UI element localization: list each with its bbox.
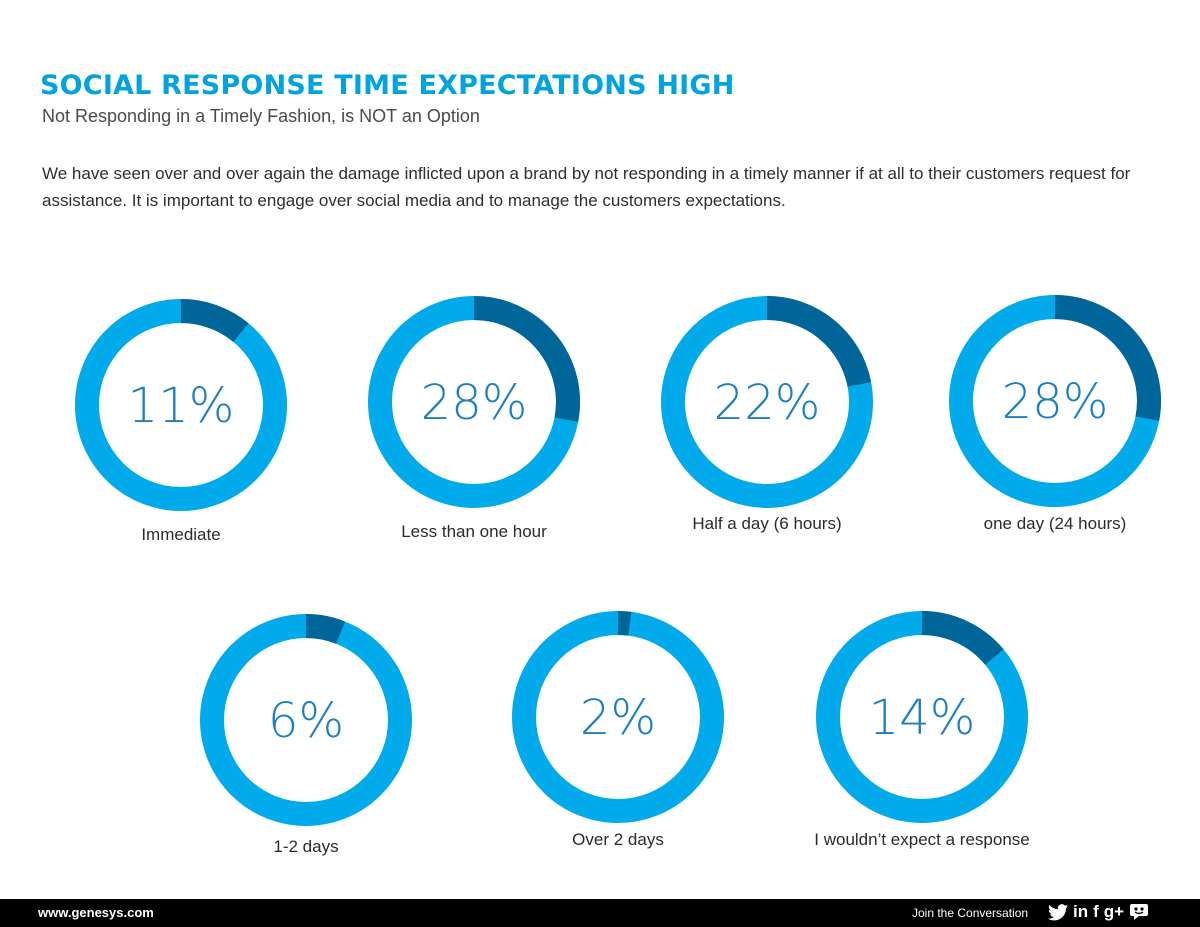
twitter-icon[interactable] bbox=[1048, 903, 1068, 921]
category-label-i-wouldn-t-expect-a-response: I wouldn’t expect a response bbox=[814, 830, 1029, 849]
linkedin-icon[interactable]: in bbox=[1073, 902, 1089, 921]
category-label-1-2-days: 1-2 days bbox=[273, 837, 338, 856]
blog-icon[interactable] bbox=[1129, 903, 1149, 921]
category-label-less-than-one-hour: Less than one hour bbox=[401, 522, 547, 541]
join-conversation-label: Join the Conversation bbox=[912, 906, 1029, 920]
value-label-i-wouldn-t-expect-a-response: 14% bbox=[869, 690, 976, 746]
donut-slice-half-a-day-6-hours bbox=[766, 296, 872, 387]
google-plus-icon[interactable]: g+ bbox=[1103, 902, 1125, 921]
donut-slice-one-day-24-hours bbox=[1054, 295, 1161, 421]
donut-slice-immediate bbox=[180, 299, 249, 343]
facebook-icon[interactable]: f bbox=[1093, 902, 1099, 921]
category-label-half-a-day-6-hours: Half a day (6 hours) bbox=[692, 514, 841, 533]
category-label-over-2-days: Over 2 days bbox=[572, 830, 664, 849]
donut-slice-1-2-days bbox=[305, 614, 346, 644]
category-label-immediate: Immediate bbox=[141, 525, 220, 544]
value-label-less-than-one-hour: 28% bbox=[421, 375, 528, 431]
donut-chart-grid: 11% Immediate 28% Less than one hour 22% Half… bbox=[75, 295, 1161, 856]
value-label-immediate: 11% bbox=[128, 378, 235, 434]
page-subtitle: Not Responding in a Timely Fashion, is N… bbox=[42, 106, 480, 126]
website-link[interactable]: www.genesys.com bbox=[38, 905, 154, 920]
value-label-over-2-days: 2% bbox=[580, 690, 656, 746]
donut-slice-less-than-one-hour bbox=[473, 296, 580, 422]
page-title: SOCIAL RESPONSE TIME EXPECTATIONS HIGH bbox=[40, 70, 735, 101]
social-icons: in f g+ bbox=[1048, 902, 1149, 922]
category-label-one-day-24-hours: one day (24 hours) bbox=[984, 514, 1127, 533]
intro-paragraph: We have seen over and over again the dam… bbox=[42, 164, 1131, 210]
donut-slice-over-2-days bbox=[617, 611, 632, 636]
donut-slice-i-wouldn-t-expect-a-response bbox=[921, 611, 1004, 666]
value-label-1-2-days: 6% bbox=[268, 693, 344, 749]
footer-bar: www.genesys.com Join the Conversation in… bbox=[0, 899, 1200, 927]
value-label-half-a-day-6-hours: 22% bbox=[714, 375, 821, 431]
value-label-one-day-24-hours: 28% bbox=[1002, 374, 1109, 430]
